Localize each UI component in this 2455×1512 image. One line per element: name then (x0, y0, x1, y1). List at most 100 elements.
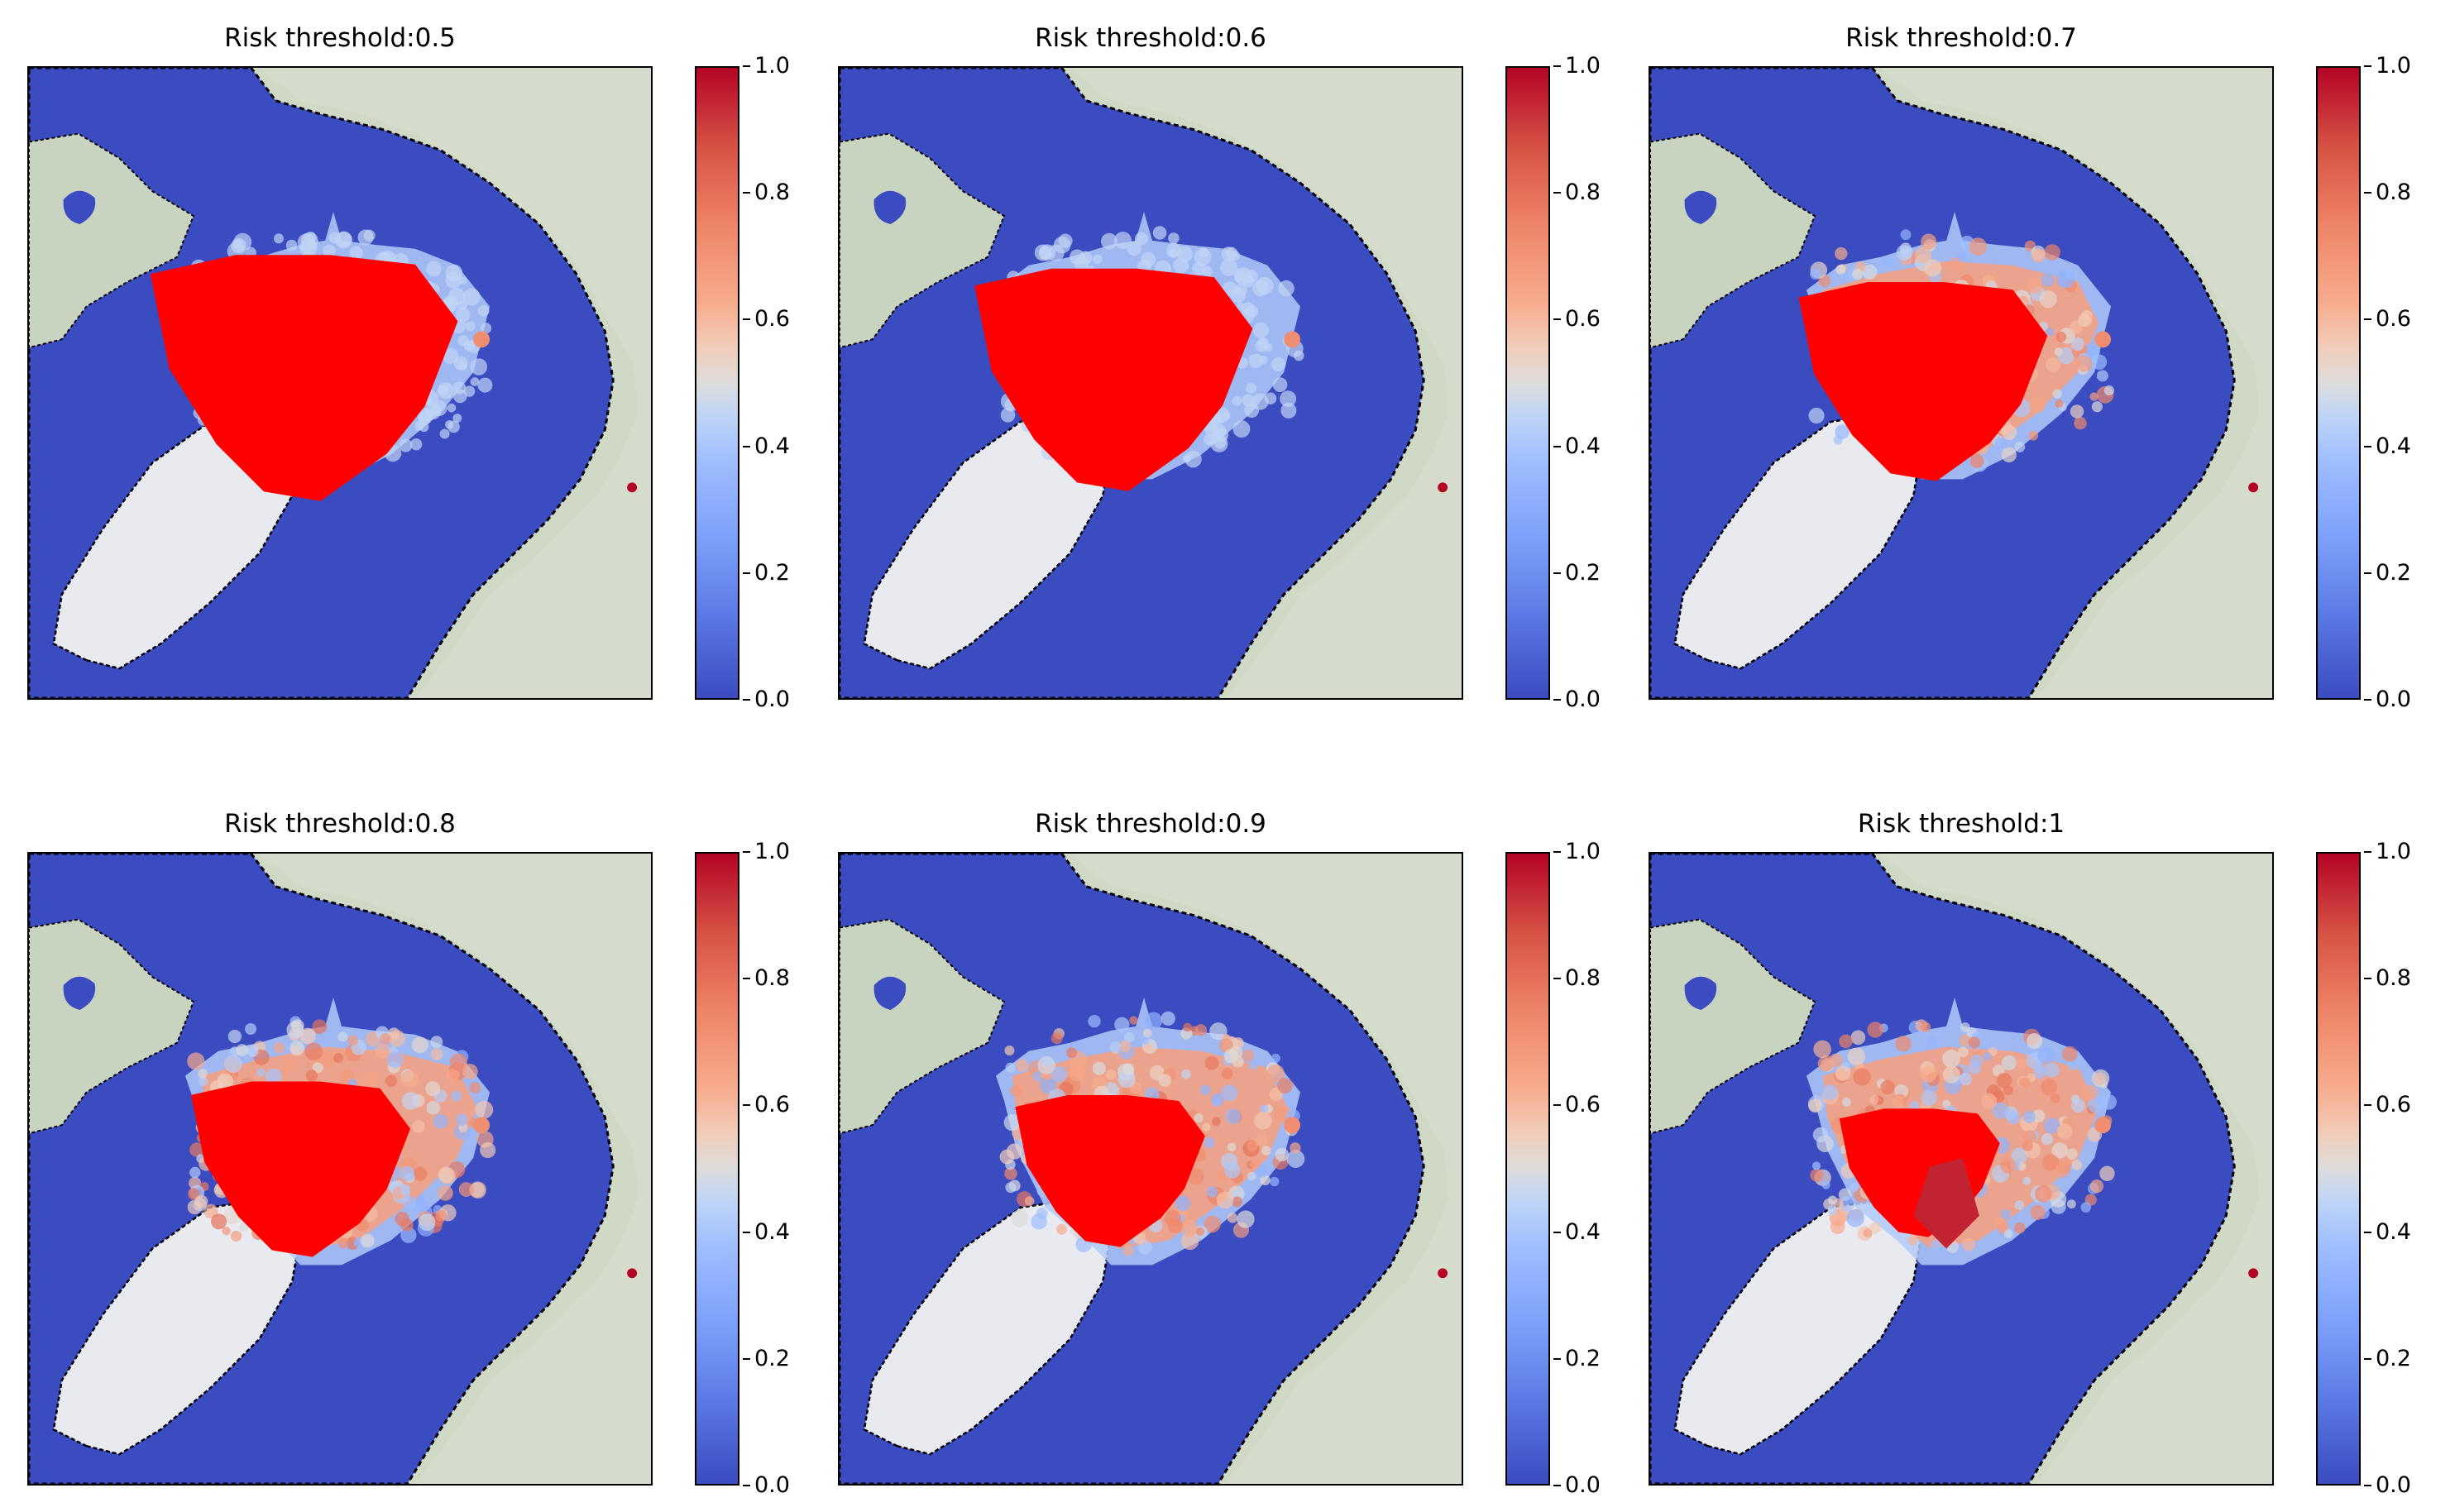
risk-spot (1284, 1117, 1301, 1134)
risk-cell (400, 1070, 419, 1089)
risk-cell (1237, 1210, 1255, 1228)
risk-cell (1232, 420, 1251, 438)
risk-cell (1808, 407, 1825, 424)
risk-cell (447, 420, 460, 433)
colorbar-tick-label: 0.6 (1553, 306, 1601, 333)
risk-cell (2022, 1110, 2036, 1123)
risk-cell (1981, 1093, 1998, 1109)
lake (873, 190, 907, 225)
risk-cell (385, 1074, 398, 1088)
risk-cell (2103, 385, 2115, 396)
risk-cell (435, 1209, 447, 1222)
risk-cell (323, 244, 336, 257)
risk-cell (273, 1041, 285, 1054)
risk-cell (2082, 1084, 2098, 1101)
risk-cell (1069, 1065, 1086, 1082)
risk-cell (1969, 1054, 1984, 1068)
risk-cell (2074, 416, 2087, 430)
risk-cell (2029, 395, 2046, 414)
colorbar-tick-label: 1.0 (1553, 839, 1601, 864)
risk-cell (1271, 356, 1286, 372)
risk-cell (2084, 342, 2101, 359)
colorbar-tick-label: 0.0 (1553, 687, 1601, 712)
risk-cell (2001, 447, 2017, 463)
risk-cell (1835, 265, 1846, 275)
risk-cell (1280, 390, 1297, 408)
lake (1684, 976, 1717, 1011)
risk-cell (1187, 1168, 1204, 1185)
risk-cell (1909, 1101, 1920, 1111)
risk-cell (1158, 1074, 1172, 1087)
risk-cell (1212, 1117, 1221, 1127)
risk-cell (337, 1237, 349, 1249)
risk-cell (1958, 1046, 1969, 1058)
colorbar-tick-label: 0.8 (2364, 179, 2411, 206)
risk-cell (1122, 1246, 1133, 1256)
risk-cell (2014, 1200, 2025, 1210)
risk-cell (465, 321, 476, 332)
risk-cell (1225, 1108, 1242, 1124)
risk-cell (337, 232, 352, 247)
risk-cell (1088, 1014, 1101, 1028)
risk-spot (2094, 1117, 2112, 1134)
colorbar-tick-label: 0.2 (1553, 559, 1601, 586)
risk-map (27, 66, 653, 700)
risk-cell (304, 1042, 323, 1061)
risk-cell (2011, 1147, 2028, 1165)
risk-cell (469, 1181, 487, 1199)
risk-cell (1813, 1040, 1831, 1059)
risk-spot (627, 482, 638, 493)
colorbar-tick-label: 0.6 (743, 1092, 790, 1118)
risk-cell (189, 1142, 204, 1157)
risk-cell (1109, 1041, 1122, 1054)
risk-cell (290, 1019, 304, 1033)
risk-cell (426, 261, 442, 277)
risk-cell (1074, 256, 1089, 271)
risk-cell (1927, 1036, 1937, 1046)
risk-cell (1204, 1136, 1215, 1149)
risk-high (974, 268, 1253, 491)
risk-cell (1037, 1056, 1055, 1074)
risk-cell (1277, 1078, 1293, 1094)
risk-cell (2071, 1098, 2086, 1113)
risk-cell (1811, 1161, 1821, 1170)
risk-cell (1842, 1098, 1851, 1107)
risk-cell (1260, 1175, 1271, 1186)
colorbar-tick-label: 0.4 (1553, 433, 1601, 459)
risk-cell (2077, 313, 2091, 328)
risk-cell (284, 1059, 296, 1071)
risk-cell (285, 239, 298, 251)
colorbar-tick-label: 0.6 (2364, 306, 2411, 333)
island-land (29, 132, 195, 349)
risk-cell (1248, 353, 1263, 368)
risk-cell (442, 347, 459, 365)
colorbar (695, 66, 739, 700)
colorbar (2316, 852, 2361, 1486)
risk-cell (1221, 1084, 1238, 1102)
risk-cell (305, 1069, 318, 1082)
risk-cell (1204, 1215, 1221, 1233)
risk-cell (1930, 1239, 1943, 1252)
risk-cell (1920, 1065, 1937, 1083)
land-mass (29, 854, 651, 1484)
risk-cell (1204, 1055, 1219, 1070)
risk-spot (1438, 482, 1448, 493)
risk-cell (223, 1055, 242, 1074)
lake (63, 976, 96, 1011)
colorbar (1505, 852, 1550, 1486)
risk-cell (1227, 1142, 1237, 1152)
risk-cell (2041, 1079, 2058, 1096)
panel-title: Risk threshold:0.6 (1035, 23, 1266, 53)
risk-cell (1222, 411, 1231, 420)
risk-cell (1123, 1031, 1135, 1043)
risk-spot (1438, 1268, 1448, 1279)
risk-cell (458, 1182, 474, 1198)
risk-cell (1810, 268, 1821, 280)
risk-cell (1261, 1146, 1271, 1156)
colorbar-tick-label: 0.4 (2364, 1218, 2411, 1245)
risk-cell (380, 1033, 391, 1045)
lake (873, 976, 907, 1011)
risk-cell (1010, 1084, 1022, 1097)
risk-cell (1869, 1094, 1879, 1104)
colorbar-tick-label: 0.2 (2364, 559, 2411, 586)
